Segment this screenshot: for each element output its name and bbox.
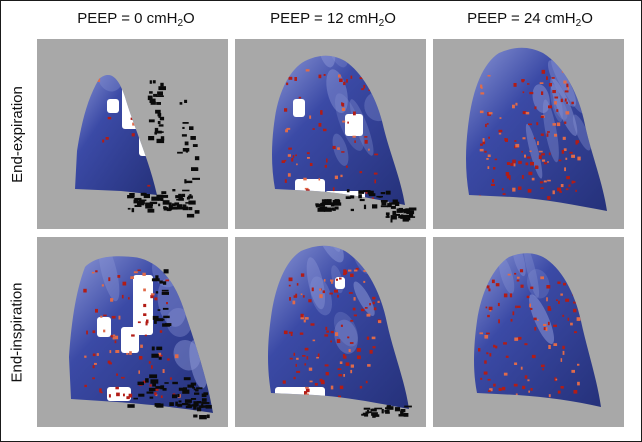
lung-image-peep-0-inspiration (69, 256, 213, 420)
panel-peep-0-end-inspiration (37, 237, 228, 427)
panel-peep-12-end-inspiration (235, 237, 426, 427)
lung-image-peep-24-inspiration (474, 253, 601, 407)
lung-image-peep-12-expiration (272, 55, 417, 223)
column-title-peep-24: PEEP = 24 cmH2O (467, 10, 593, 29)
panel-peep-24-end-expiration (433, 39, 624, 229)
column-title-peep-12: PEEP = 12 cmH2O (270, 10, 396, 29)
column-title-peep-0: PEEP = 0 cmH2O (77, 10, 195, 29)
panel-peep-24-end-inspiration (433, 237, 624, 427)
row-label-end-inspiration: End-inspiration (8, 281, 26, 383)
panel-peep-12-end-expiration (235, 39, 426, 229)
lung-image-peep-12-inspiration (268, 245, 412, 418)
row-label-end-expiration: End-expiration (8, 85, 26, 183)
lung-silhouette (474, 253, 601, 407)
panel-peep-0-end-expiration (37, 39, 228, 229)
lung-silhouette (272, 55, 405, 205)
lung-silhouette (268, 245, 409, 409)
lung-image-peep-24-expiration (466, 47, 607, 211)
lung-silhouette (466, 47, 607, 211)
lung-silhouette (75, 75, 157, 195)
lung-image-peep-0-expiration (75, 75, 200, 218)
